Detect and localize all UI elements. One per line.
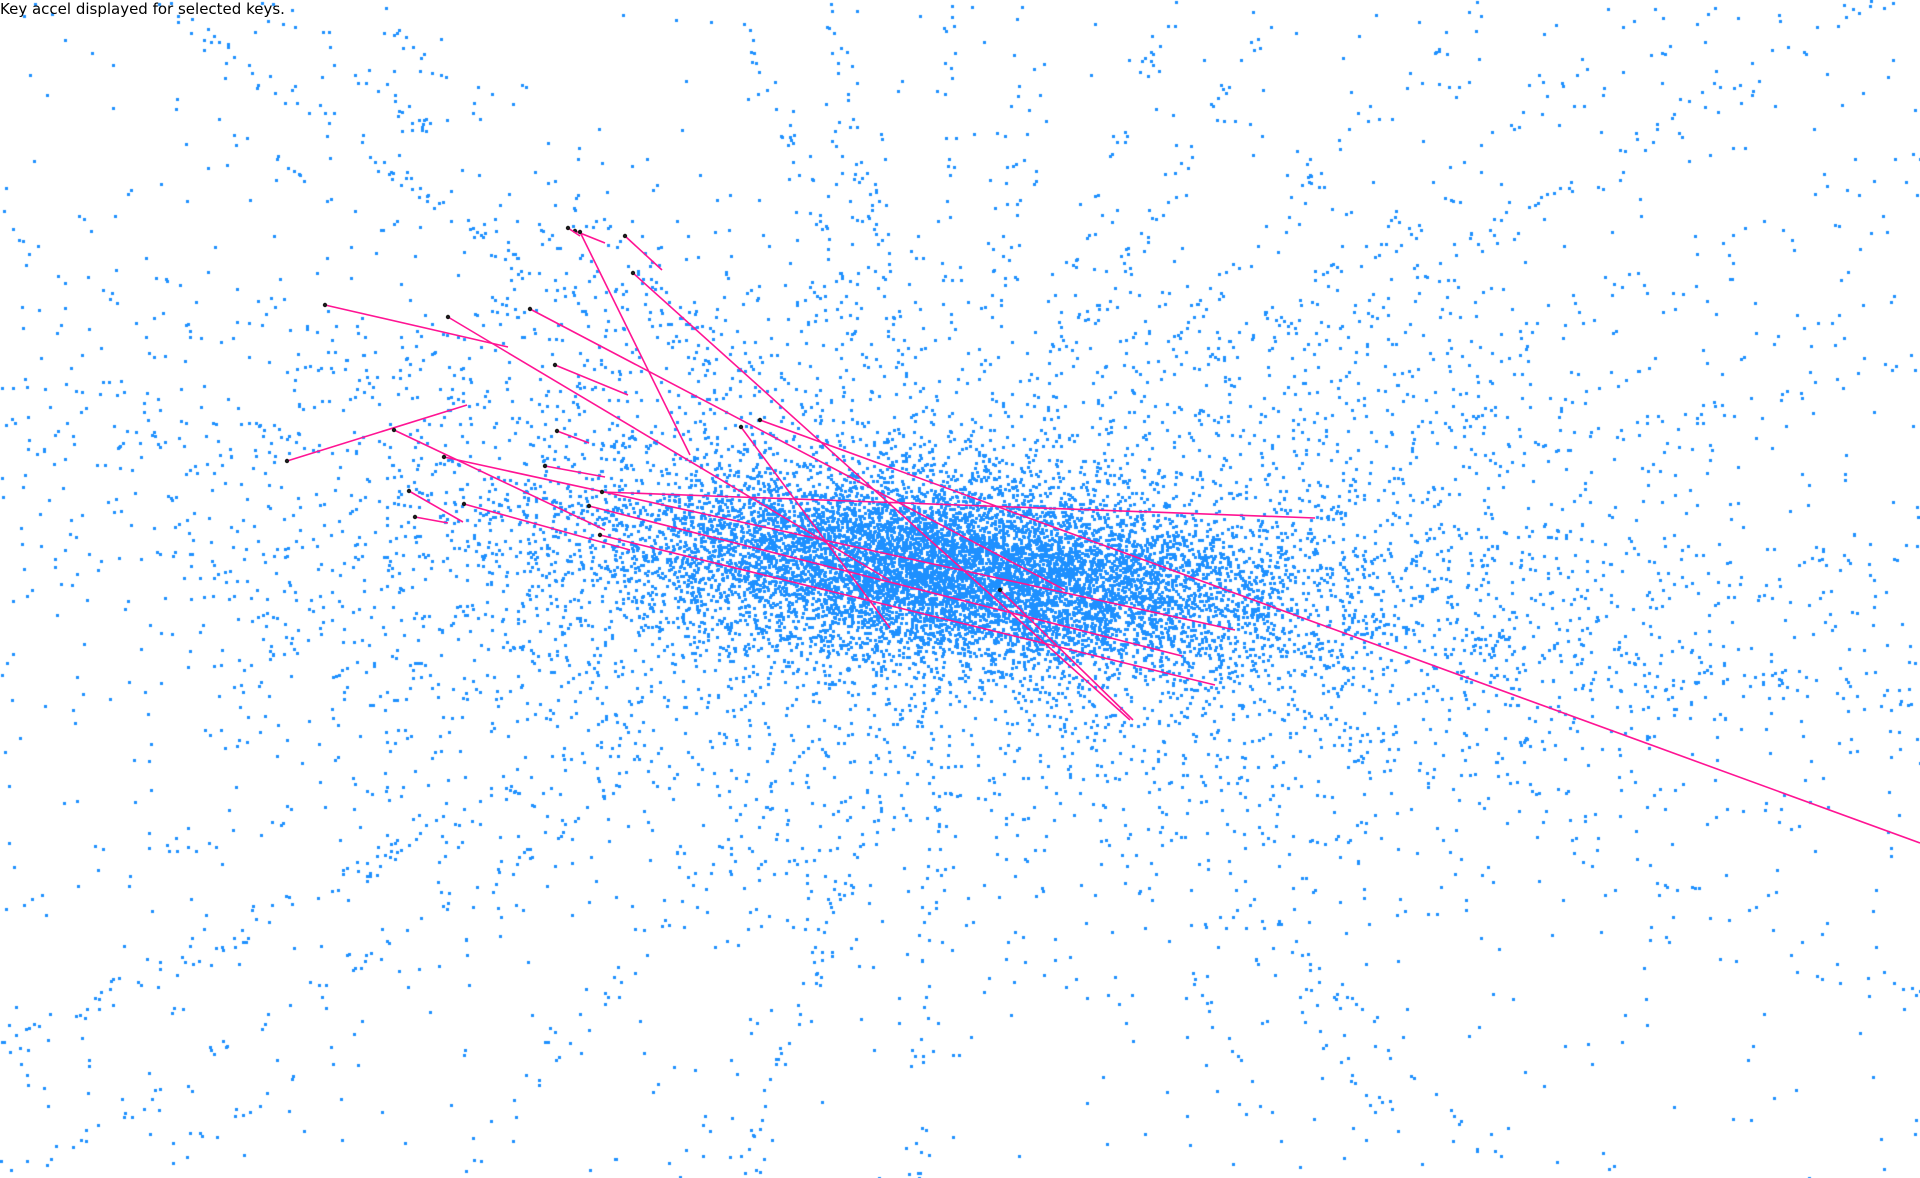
selected-key-point-2[interactable] [445,314,451,320]
accel-line-15 [588,505,1183,657]
selected-key-point-6[interactable] [552,362,558,368]
selected-key-point-12[interactable] [412,514,418,520]
selected-key-point-4[interactable] [622,233,628,239]
selected-key-point-19[interactable] [565,225,571,231]
selected-key-point-13[interactable] [554,428,560,434]
accel-line-9 [443,456,1236,631]
selected-key-point-21[interactable] [757,417,763,423]
selected-key-point-10[interactable] [406,488,412,494]
selected-key-point-17[interactable] [738,424,744,430]
accel-line-13 [556,430,590,444]
accel-line-5 [632,272,1131,721]
selected-key-point-1[interactable] [322,302,328,308]
selected-key-point-3[interactable] [527,306,533,312]
accel-line-14 [544,465,606,478]
accel-line-1 [324,304,509,348]
selected-key-point-20[interactable] [577,229,583,235]
accel-line-22 [599,534,1216,686]
selected-key-point-16[interactable] [599,489,605,495]
accel-line-17 [740,426,891,629]
accel-line-2 [447,316,890,581]
accel-line-16 [601,491,1316,519]
accel-line-10 [408,490,464,523]
accel-line-23 [999,589,1134,721]
selected-key-point-8[interactable] [391,427,397,433]
selected-key-point-23[interactable] [997,587,1003,593]
accel-line-7 [286,404,468,462]
selected-key-point-15[interactable] [586,503,592,509]
selected-key-point-11[interactable] [461,501,467,507]
accel-line-20 [579,231,691,456]
accel-line-8 [393,429,606,531]
selected-key-point-9[interactable] [441,454,447,460]
accel-line-19 [567,227,581,237]
accel-line-3 [529,308,1066,591]
selected-key-point-14[interactable] [542,463,548,469]
selected-key-point-7[interactable] [284,458,290,464]
accel-line-6 [554,364,629,396]
accel-line-12 [414,516,449,524]
accel-line-4 [624,235,663,271]
accel-line-21 [759,419,1920,844]
status-message: Key accel displayed for selected keys. [0,0,285,18]
selected-key-point-5[interactable] [630,270,636,276]
selected-key-point-22[interactable] [597,532,603,538]
accel-line-11 [463,503,631,551]
